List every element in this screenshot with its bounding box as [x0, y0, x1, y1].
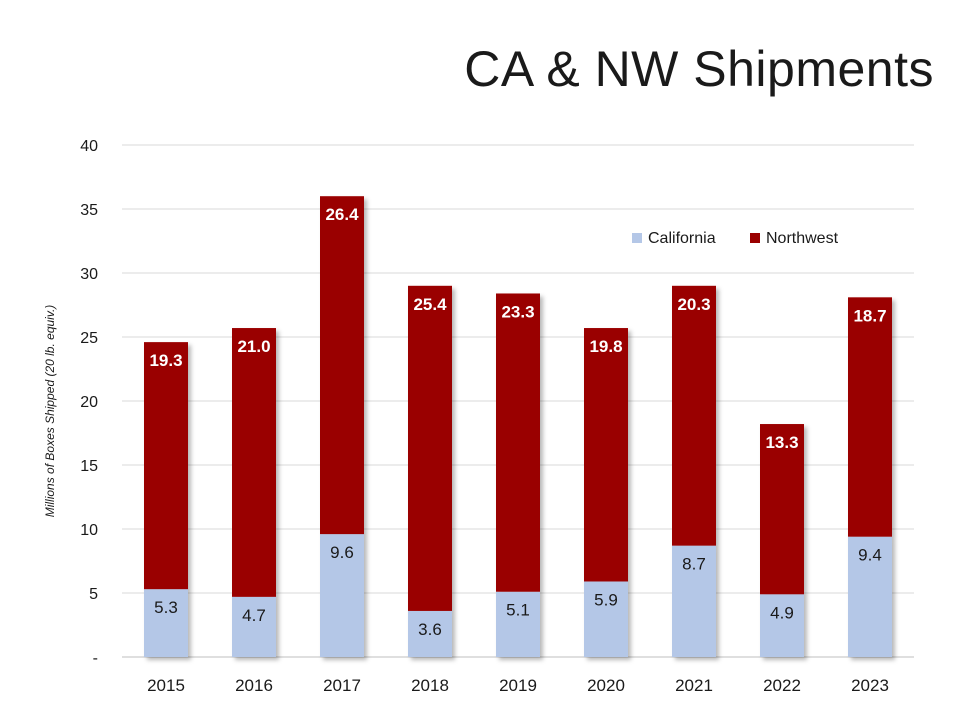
bar-california	[144, 589, 188, 657]
bar-california	[408, 610, 452, 657]
data-label-california: 4.9	[770, 603, 794, 622]
legend-label-northwest: Northwest	[766, 230, 839, 247]
data-label-northwest: 23.3	[501, 302, 534, 321]
bar-northwest	[848, 297, 892, 537]
data-label-northwest: 21.0	[237, 337, 270, 356]
y-tick-label: 15	[80, 458, 98, 475]
y-tick-label: -	[93, 650, 98, 667]
bar-group	[672, 285, 716, 657]
y-tick-label: 30	[80, 266, 98, 283]
data-label-northwest: 25.4	[413, 295, 447, 314]
x-tick-label: 2018	[411, 676, 449, 695]
bar-california	[584, 581, 628, 657]
data-label-northwest: 18.7	[853, 306, 886, 325]
bar-california	[496, 591, 540, 657]
data-label-california: 9.6	[330, 543, 354, 562]
bar-group	[320, 196, 364, 657]
bar-group	[408, 285, 452, 657]
data-label-northwest: 19.8	[589, 337, 622, 356]
data-label-northwest: 26.4	[325, 205, 359, 224]
y-tick-label: 5	[89, 586, 98, 603]
x-axis: 2015 2016 2017 2018 2019 2020 2021 2022 2023	[147, 676, 889, 695]
x-tick-label: 2021	[675, 676, 713, 695]
legend: California Northwest	[632, 230, 839, 247]
data-label-california: 5.9	[594, 590, 618, 609]
bar-california	[848, 536, 892, 657]
bar-california	[672, 545, 716, 657]
y-tick-label: 35	[80, 202, 98, 219]
y-axis: - 5 10 15 20 25 30 35 40 Millions of Boxes Shippe…	[43, 138, 98, 667]
legend-swatch-northwest	[750, 233, 760, 243]
bar-group	[232, 328, 276, 657]
bar-group	[760, 424, 804, 657]
x-tick-label: 2023	[851, 676, 889, 695]
bar-northwest	[584, 328, 628, 582]
data-label-california: 9.4	[858, 546, 882, 565]
x-tick-label: 2017	[323, 676, 361, 695]
bar-northwest	[320, 196, 364, 535]
x-tick-label: 2019	[499, 676, 537, 695]
legend-swatch-california	[632, 233, 642, 243]
data-label-california: 5.3	[154, 598, 178, 617]
bar-northwest	[232, 328, 276, 597]
bar-group	[144, 342, 188, 657]
y-tick-label: 40	[80, 138, 98, 155]
data-label-california: 4.7	[242, 606, 266, 625]
bar-northwest	[496, 293, 540, 592]
data-label-northwest: 19.3	[149, 351, 182, 370]
data-label-california: 5.1	[506, 601, 530, 620]
x-tick-label: 2022	[763, 676, 801, 695]
bar-california	[320, 534, 364, 657]
data-label-california: 8.7	[682, 555, 706, 574]
x-tick-label: 2020	[587, 676, 625, 695]
data-label-northwest: 13.3	[765, 433, 798, 452]
y-tick-label: 25	[80, 330, 98, 347]
bar-northwest	[144, 342, 188, 590]
data-label-northwest: 20.3	[677, 295, 710, 314]
bar-northwest	[760, 424, 804, 595]
y-tick-label: 20	[80, 394, 98, 411]
bar-california	[232, 596, 276, 657]
y-axis-label: Millions of Boxes Shipped (20 lb. equiv.…	[43, 305, 57, 518]
bar-california	[760, 594, 804, 657]
bar-group	[496, 293, 540, 657]
bars: 5.3 19.3 4.7 21.0 9.6 26.4 3.6 25.4 5.1 23.3 5.9 19…	[144, 196, 892, 657]
legend-label-california: California	[648, 230, 716, 247]
chart-title: CA & NW Shipments	[464, 41, 934, 97]
y-tick-label: 10	[80, 522, 98, 539]
x-tick-label: 2015	[147, 676, 185, 695]
bar-northwest	[408, 285, 452, 611]
x-tick-label: 2016	[235, 676, 273, 695]
data-label-california: 3.6	[418, 620, 442, 639]
bar-group	[584, 328, 628, 657]
bar-northwest	[672, 285, 716, 546]
bar-group	[848, 297, 892, 657]
